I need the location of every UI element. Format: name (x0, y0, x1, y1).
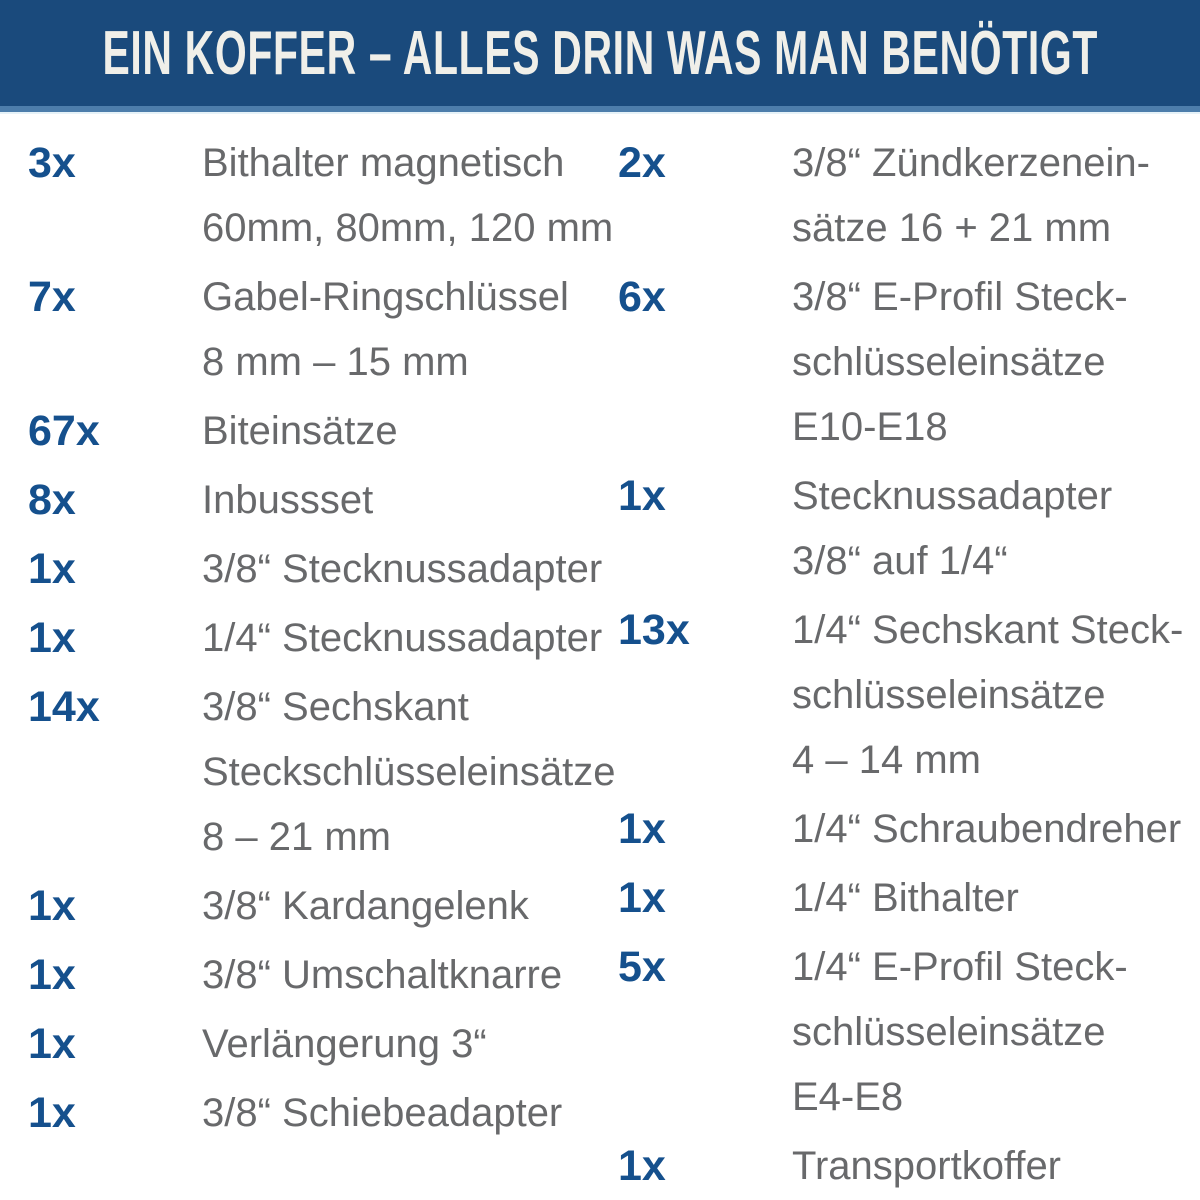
item-quantity: 13x (618, 606, 690, 654)
item-description: 3/8“ Schiebeadapter (202, 1081, 600, 1146)
item-description-line: 1/4“ E-Profil Steck- (792, 945, 1128, 989)
item-quantity: 67x (28, 407, 100, 455)
item-quantity: 6x (618, 273, 666, 321)
item-description-line: Bithalter magnetisch (202, 141, 565, 185)
header-banner-background: EIN KOFFER – ALLES DRIN WAS MAN BENÖTIGT (0, 0, 1200, 106)
list-item: 14x 3/8“ Sechskant Steckschlüsseleinsätze… (28, 675, 616, 870)
list-item: 1x 1/4“ Bithalter (618, 866, 1200, 931)
item-description-line: schlüsseleinsätze (792, 340, 1106, 384)
item-quantity: 5x (618, 943, 666, 991)
page-title: EIN KOFFER – ALLES DRIN WAS MAN BENÖTIGT (102, 18, 1098, 88)
item-description-line: sätze 16 + 21 mm (792, 206, 1112, 250)
item-quantity: 1x (28, 1089, 76, 1137)
item-description: 3/8“ Sechskant Steckschlüsseleinsätze 8 – … (202, 675, 616, 870)
list-item: 8x Inbussset (28, 468, 600, 533)
item-description-line: 1/4“ Sechskant Steck- (792, 608, 1184, 652)
item-description-line: 1/4“ Stecknussadapter (202, 616, 603, 660)
item-description-line: Stecknussadapter (792, 474, 1113, 518)
list-item: 1x 1/4“ Stecknussadapter (28, 606, 602, 671)
item-quantity: 1x (618, 472, 666, 520)
item-description-line: E10-E18 (792, 405, 948, 449)
item-description: Stecknussadapter 3/8“ auf 1/4“ (792, 464, 1200, 594)
list-item: 6x 3/8“ E-Profil Steck-schlüsseleinsätze… (618, 265, 1200, 460)
item-description: Transportkoffer (792, 1134, 1200, 1199)
item-description-line: 4 – 14 mm (792, 738, 981, 782)
item-description: 1/4“ Schraubendreher (792, 797, 1200, 862)
item-description-line: schlüsseleinsätze (792, 1010, 1106, 1054)
contents-column-left: 3x Bithalter magnetisch 60mm, 80mm, 120 m… (0, 131, 616, 1200)
item-description: 3/8“ Umschaltknarre (202, 943, 600, 1008)
header-pale-line (0, 112, 1200, 114)
item-description-line: 3/8“ Zündkerzenein- (792, 141, 1150, 185)
list-item: 5x 1/4“ E-Profil Steck-schlüsseleinsätze… (618, 935, 1200, 1130)
item-description: 1/4“ Stecknussadapter (202, 606, 602, 671)
list-item: 1x 3/8“ Schiebeadapter (28, 1081, 600, 1146)
item-description: Biteinsätze (202, 399, 600, 464)
item-description-line: Biteinsätze (202, 409, 398, 453)
item-description-line: 3/8“ Sechskant (202, 685, 469, 729)
item-description: 1/4“ Bithalter (792, 866, 1200, 931)
item-quantity: 1x (28, 882, 76, 930)
item-description-line: schlüsseleinsätze (792, 673, 1106, 717)
contents-column-right: 2x 3/8“ Zündkerzenein-sätze 16 + 21 mm 6… (600, 131, 1200, 1200)
list-item: 13x 1/4“ Sechskant Steck-schlüsseleinsät… (618, 598, 1200, 793)
item-description-line: E4-E8 (792, 1075, 904, 1119)
item-quantity: 7x (28, 273, 76, 321)
item-description-line: Gabel-Ringschlüssel (202, 275, 569, 319)
item-quantity: 2x (618, 139, 666, 187)
item-quantity: 8x (28, 476, 76, 524)
item-description: 3/8“ E-Profil Steck-schlüsseleinsätze E10… (792, 265, 1200, 460)
list-item: 7x Gabel-Ringschlüssel 8 mm – 15 mm (28, 265, 600, 395)
item-description: 3/8“ Zündkerzenein-sätze 16 + 21 mm (792, 131, 1200, 261)
item-description-line: 3/8“ Kardangelenk (202, 884, 529, 928)
item-description-line: 60mm, 80mm, 120 mm (202, 206, 614, 250)
item-description-line: 8 – 21 mm (202, 815, 391, 859)
header-banner: EIN KOFFER – ALLES DRIN WAS MAN BENÖTIGT (0, 0, 1200, 114)
list-item: 1x Transportkoffer (618, 1134, 1200, 1199)
item-description-line: 1/4“ Bithalter (792, 876, 1019, 920)
item-description-line: 8 mm – 15 mm (202, 340, 469, 384)
item-quantity: 1x (618, 874, 666, 922)
item-description: Bithalter magnetisch 60mm, 80mm, 120 mm (202, 131, 613, 261)
item-description: 1/4“ Sechskant Steck-schlüsseleinsätze 4 … (792, 598, 1200, 793)
item-quantity: 1x (618, 1142, 666, 1190)
item-description-line: 3/8“ Schiebeadapter (202, 1091, 563, 1135)
item-description: 3/8“ Stecknussadapter (202, 537, 602, 602)
item-description-line: 3/8“ Stecknussadapter (202, 547, 603, 591)
item-quantity: 3x (28, 139, 76, 187)
list-item: 2x 3/8“ Zündkerzenein-sätze 16 + 21 mm (618, 131, 1200, 261)
list-item: 3x Bithalter magnetisch 60mm, 80mm, 120 m… (28, 131, 613, 261)
item-description: Gabel-Ringschlüssel 8 mm – 15 mm (202, 265, 600, 395)
item-description: 3/8“ Kardangelenk (202, 874, 600, 939)
item-description-line: Transportkoffer (792, 1144, 1062, 1188)
list-item: 67x Biteinsätze (28, 399, 600, 464)
item-description: Inbussset (202, 468, 600, 533)
item-quantity: 1x (28, 951, 76, 999)
item-description: Verlängerung 3“ (202, 1012, 600, 1077)
item-description-line: 3/8“ E-Profil Steck- (792, 275, 1128, 319)
item-description-line: Verlängerung 3“ (202, 1022, 487, 1066)
item-quantity: 1x (28, 1020, 76, 1068)
header-accent-line (0, 106, 1200, 112)
list-item: 1x Verlängerung 3“ (28, 1012, 600, 1077)
item-description-line: Inbussset (202, 478, 374, 522)
item-quantity: 1x (28, 545, 76, 593)
list-item: 1x 1/4“ Schraubendreher (618, 797, 1200, 862)
item-quantity: 14x (28, 683, 100, 731)
item-quantity: 1x (28, 614, 76, 662)
item-quantity: 1x (618, 805, 666, 853)
item-description-line: 3/8“ Umschaltknarre (202, 953, 563, 997)
item-description-line: 1/4“ Schraubendreher (792, 807, 1182, 851)
item-description: 1/4“ E-Profil Steck-schlüsseleinsätze E4-… (792, 935, 1200, 1130)
list-item: 1x Stecknussadapter 3/8“ auf 1/4“ (618, 464, 1200, 594)
list-item: 1x 3/8“ Umschaltknarre (28, 943, 600, 1008)
item-description-line: 3/8“ auf 1/4“ (792, 539, 1008, 583)
list-item: 1x 3/8“ Kardangelenk (28, 874, 600, 939)
item-description-line: Steckschlüsseleinsätze (202, 750, 616, 794)
contents-list: 3x Bithalter magnetisch 60mm, 80mm, 120 m… (0, 114, 1200, 1200)
list-item: 1x 3/8“ Stecknussadapter (28, 537, 602, 602)
